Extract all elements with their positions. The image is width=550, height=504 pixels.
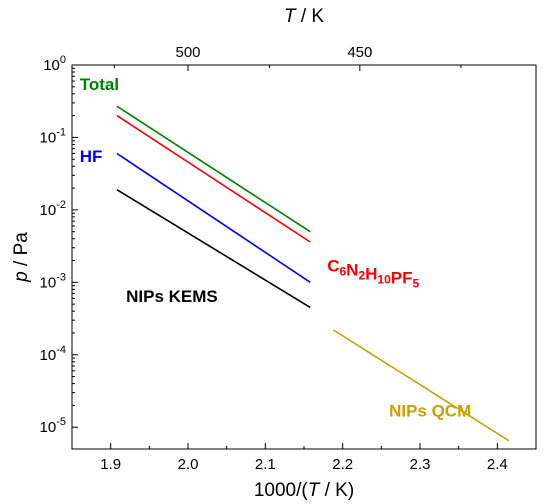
series-line-4: [332, 329, 510, 442]
label-part: N: [346, 261, 358, 280]
label-subscript: 5: [413, 277, 420, 291]
y-tick-label: 10-1: [40, 126, 66, 146]
label-part: PF: [391, 269, 413, 288]
x-tick-label: 1.9: [100, 456, 121, 473]
series-line-2: [116, 152, 311, 283]
series-label-3: NIPs KEMS: [126, 287, 218, 306]
series-line-0: [116, 105, 311, 233]
y-tick-base: 10: [40, 202, 57, 219]
series-label-4: NIPs QCM: [389, 402, 471, 421]
y-tick-label: 10-2: [40, 199, 66, 219]
x-tick-label: 2.0: [178, 456, 199, 473]
series-line-3: [116, 189, 311, 309]
y-tick-base: 10: [40, 129, 57, 146]
top-axis-ticks: 500450400350: [113, 44, 462, 71]
label-subscript: 2: [358, 269, 365, 283]
y-tick-base: 10: [43, 57, 60, 74]
x-tick-label: 2.4: [487, 456, 508, 473]
label-subscript: 10: [377, 273, 391, 287]
x-axis-ticks: 1.9 2.0 2.1 2.2 2.3 2.4: [100, 443, 537, 473]
series-labels: Total HF C6N2H10PF5 NIPs KEMS NIPs QCM: [80, 75, 472, 421]
series-label-0: Total: [80, 75, 119, 94]
x-tick-label: 2.1: [255, 456, 276, 473]
top-tick-label: 450: [347, 44, 372, 61]
series-lines: [116, 105, 510, 442]
x-tick-label: 2.2: [332, 456, 353, 473]
y-tick-exponent: -5: [56, 416, 66, 428]
y-tick-label: 10-4: [40, 344, 66, 364]
y-tick-base: 10: [40, 347, 57, 364]
y-tick-label: 100: [43, 54, 66, 74]
series-label-2: HF: [80, 147, 103, 166]
y-tick-exponent: -2: [56, 199, 66, 211]
top-tick-label: 500: [175, 44, 200, 61]
label-subscript: 6: [339, 265, 346, 279]
x-tick-label: 2.3: [410, 456, 431, 473]
series-line-1: [116, 114, 311, 243]
label-part: H: [365, 265, 377, 284]
y-tick-exponent: -4: [56, 344, 66, 356]
y-tick-base: 10: [40, 274, 57, 291]
series-label-1: C6N2H10PF5: [327, 257, 419, 291]
label-part: C: [327, 257, 339, 276]
y-axis-title: p / Pa: [11, 232, 32, 283]
x-axis-title: 1000/(T / K): [254, 480, 354, 501]
y-tick-label: 10-5: [40, 416, 66, 436]
y-tick-exponent: 0: [60, 54, 66, 66]
y-tick-exponent: -3: [56, 271, 66, 283]
y-tick-exponent: -1: [56, 126, 66, 138]
y-tick-label: 10-3: [40, 271, 66, 291]
top-axis-title: T / K: [284, 6, 324, 27]
y-tick-base: 10: [40, 419, 57, 436]
